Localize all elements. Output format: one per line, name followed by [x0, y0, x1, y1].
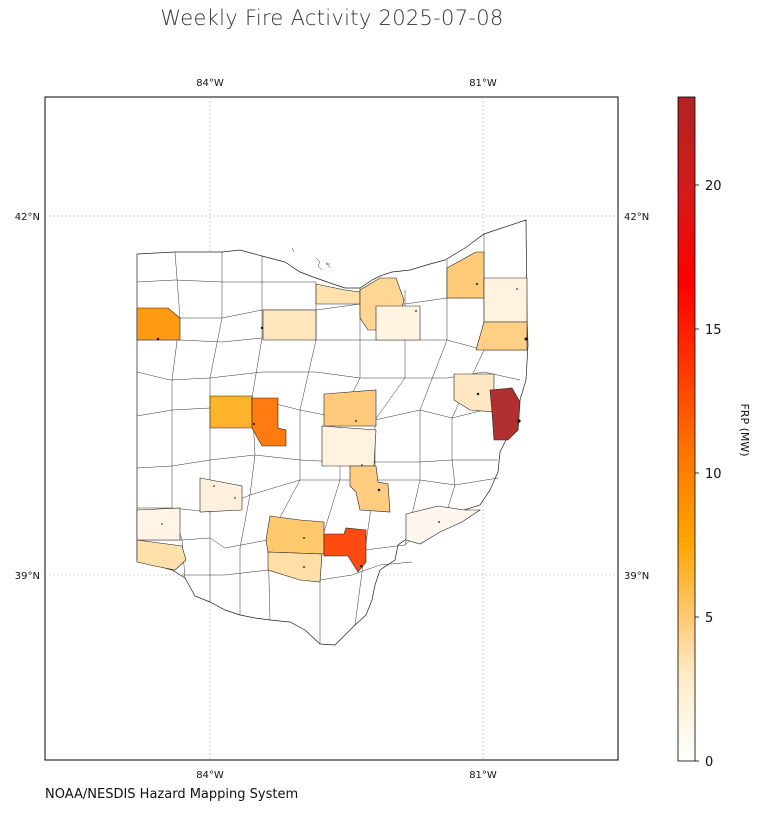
- colorbar-tick-0: 0: [705, 755, 713, 770]
- county-mahoning: [475, 321, 528, 351]
- fire-point: [516, 288, 518, 290]
- colorbar-tick-10: 10: [705, 467, 722, 482]
- fire-point: [476, 283, 478, 285]
- county-butler: [136, 507, 181, 541]
- county-wood: [262, 309, 317, 341]
- left-lat-label-39n: 39°N: [15, 571, 40, 582]
- county-stark: [453, 373, 495, 413]
- county-ashtabula: [446, 251, 485, 299]
- fire-point: [438, 521, 440, 523]
- bottom-lon-label-81w: 81°W: [469, 770, 497, 781]
- county-trumbull: [483, 277, 528, 323]
- right-lat-label-39n: 39°N: [624, 571, 649, 582]
- top-lon-label-81w: 81°W: [469, 78, 497, 89]
- fire-point: [361, 464, 363, 466]
- fire-point: [476, 392, 480, 396]
- county-williams-defiance: [136, 307, 181, 341]
- fire-point: [377, 488, 381, 492]
- county-highland: [265, 515, 325, 555]
- county-ross: [323, 527, 367, 573]
- fire-point: [415, 310, 417, 312]
- fire-point: [161, 523, 163, 525]
- colorbar: 0 5 10 15 20 FRP (MW): [677, 96, 751, 770]
- county-adams: [267, 551, 323, 583]
- colorbar-gradient: [677, 96, 696, 762]
- county-medina: [375, 305, 421, 341]
- map-title: Weekly Fire Activity 2025-07-08: [160, 6, 504, 30]
- fire-point: [303, 537, 305, 539]
- fire-point: [260, 326, 264, 330]
- county-washington: [405, 505, 481, 545]
- county-licking: [321, 425, 377, 467]
- colorbar-tick-marks: [695, 184, 699, 762]
- county-hamilton: [136, 539, 187, 571]
- colorbar-label: FRP (MW): [738, 403, 751, 456]
- right-lat-label-42n: 42°N: [624, 212, 649, 223]
- county-perry: [349, 465, 391, 513]
- county-hardin: [251, 397, 287, 447]
- fire-point: [360, 565, 362, 567]
- fire-point: [253, 423, 255, 425]
- fire-counties: [136, 251, 528, 583]
- fire-point: [156, 337, 160, 341]
- fire-point: [355, 420, 357, 422]
- county-columbiana: [489, 387, 521, 441]
- colorbar-tick-20: 20: [705, 179, 722, 194]
- graticule-labels: 84°W 81°W 84°W 81°W 42°N 39°N 42°N 39°N: [15, 78, 649, 781]
- county-knox: [323, 389, 377, 427]
- lake-erie-islands: [291, 247, 331, 271]
- county-clark-greene: [199, 477, 243, 513]
- top-lon-label-84w: 84°W: [196, 78, 224, 89]
- fire-detection-points: [156, 283, 528, 568]
- left-lat-label-42n: 42°N: [15, 212, 40, 223]
- bottom-lon-label-84w: 84°W: [196, 770, 224, 781]
- colorbar-tick-5: 5: [705, 611, 713, 626]
- source-credit: NOAA/NESDIS Hazard Mapping System: [45, 787, 299, 802]
- county-hancock: [209, 395, 253, 429]
- fire-point: [517, 419, 521, 423]
- fire-point: [234, 497, 236, 499]
- fire-point: [213, 485, 215, 487]
- colorbar-tick-15: 15: [705, 323, 722, 338]
- graticule: [45, 97, 618, 760]
- colorbar-tick-labels: 0 5 10 15 20: [705, 179, 722, 770]
- fire-point: [303, 566, 305, 568]
- fire-point: [524, 337, 528, 341]
